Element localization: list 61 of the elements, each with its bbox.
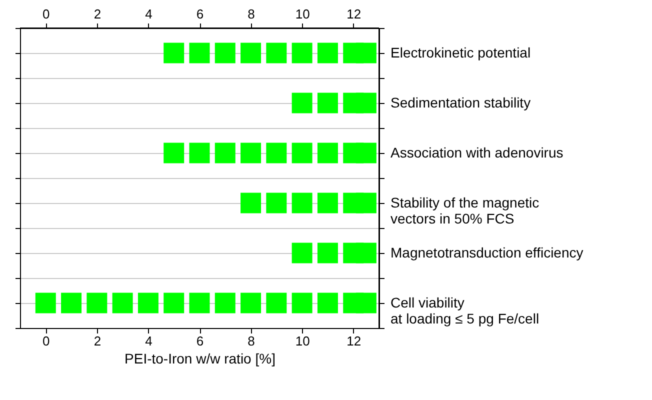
y-tick-label: Cell viability at loading ≤ 5 pg Fe/cell <box>390 294 540 326</box>
point <box>356 192 376 214</box>
x2-tick-label: 2 <box>94 6 102 22</box>
point <box>86 292 108 314</box>
point <box>214 142 236 164</box>
point <box>356 292 376 314</box>
x-axis-title: PEI-to-Iron w/w ratio [%] <box>124 350 276 366</box>
x-tick-label: 8 <box>248 334 255 348</box>
point <box>61 292 82 314</box>
point <box>266 42 287 64</box>
point <box>240 292 262 314</box>
x-tick-label: 0 <box>42 334 50 348</box>
point <box>138 292 158 314</box>
x2-tick-label: 10 <box>295 6 310 22</box>
point <box>240 192 262 214</box>
x-tick-label: 4 <box>145 334 152 348</box>
point <box>292 192 312 214</box>
point <box>112 292 133 314</box>
x-tick-label: 2 <box>94 334 102 348</box>
y-tick-label: Sedimentation stability <box>390 94 531 110</box>
point <box>164 292 184 314</box>
x2-tick-label: 12 <box>346 6 362 22</box>
point <box>292 92 312 114</box>
x2-tick-label: 0 <box>42 6 50 22</box>
point <box>292 242 312 264</box>
point <box>356 142 376 164</box>
x-tick-label: 12 <box>346 334 362 348</box>
point <box>164 142 184 164</box>
x2-tick-label: 6 <box>196 6 204 22</box>
point <box>356 92 376 114</box>
x2-tick-label: 4 <box>145 6 152 22</box>
point <box>266 292 287 314</box>
point <box>317 192 338 214</box>
point <box>214 292 236 314</box>
y-tick-label: Stability of the magnetic vectors in 50% FCS <box>390 194 540 226</box>
y-tick-label: Magnetotransduction efficiency <box>390 244 584 260</box>
point <box>292 42 312 64</box>
point <box>189 42 210 64</box>
point <box>240 42 262 64</box>
point <box>266 192 287 214</box>
point <box>35 292 56 314</box>
point <box>214 42 236 64</box>
point <box>266 142 287 164</box>
point <box>317 142 338 164</box>
point <box>317 92 338 114</box>
y-tick-label: Electrokinetic potential <box>390 44 531 60</box>
point <box>292 142 312 164</box>
x-tick-label: 6 <box>196 334 204 348</box>
point <box>164 42 184 64</box>
point <box>189 292 210 314</box>
point <box>189 142 210 164</box>
point <box>317 242 338 264</box>
point <box>317 292 338 314</box>
x2-tick-label: 8 <box>248 6 255 22</box>
point <box>356 42 376 64</box>
point <box>317 42 338 64</box>
point <box>356 242 376 264</box>
y-tick-label: Association with adenovirus <box>390 144 564 160</box>
x-tick-label: 10 <box>295 334 310 348</box>
point <box>240 142 262 164</box>
point <box>292 292 312 314</box>
